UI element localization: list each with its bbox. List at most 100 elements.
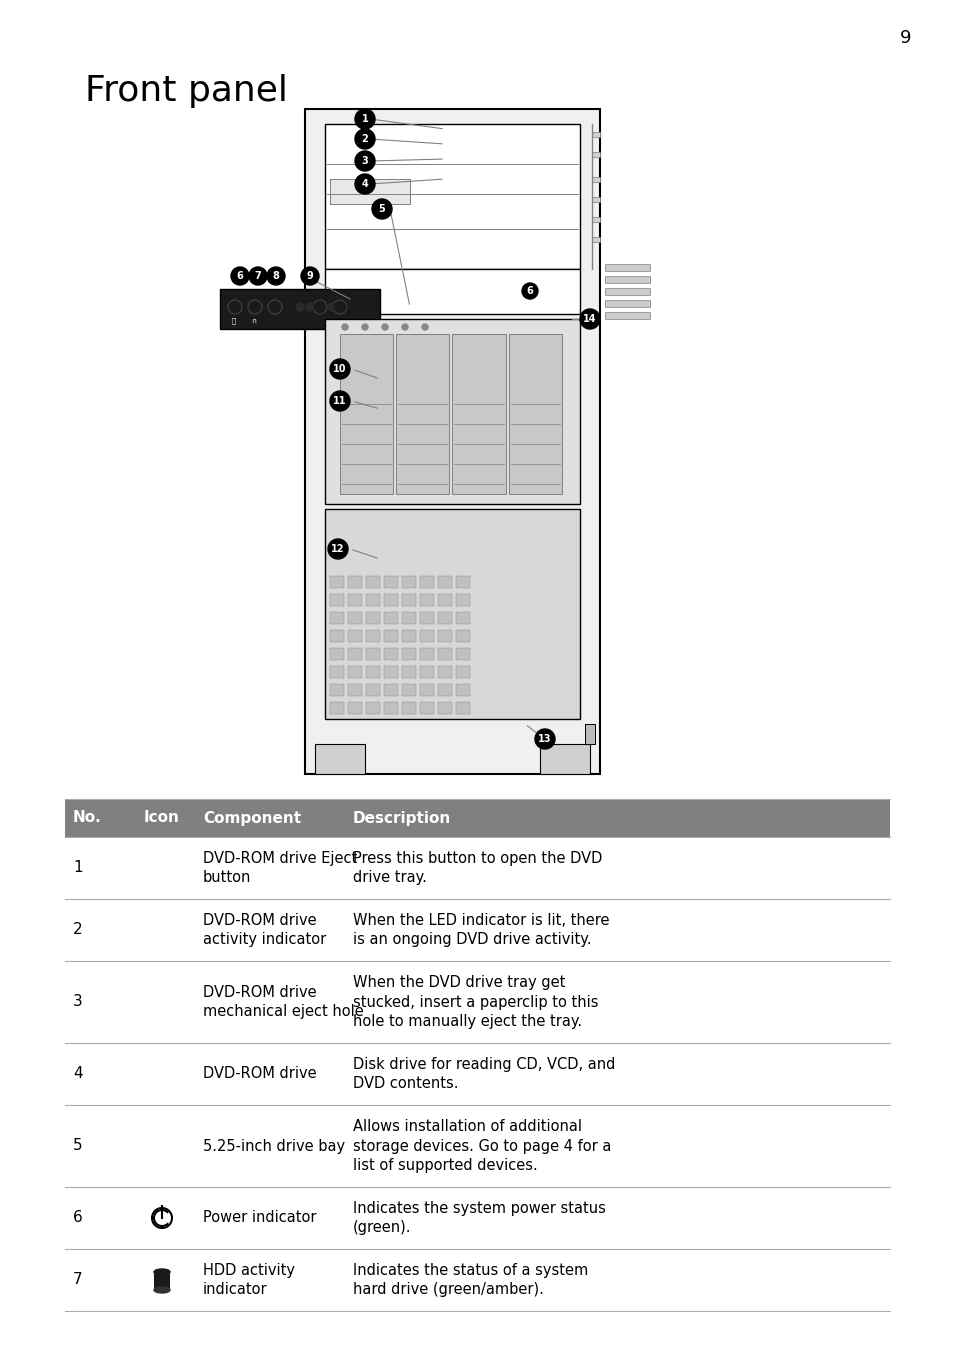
Text: Icon: Icon [144,810,180,826]
FancyBboxPatch shape [604,312,649,319]
FancyBboxPatch shape [401,594,416,606]
FancyBboxPatch shape [456,648,470,660]
Text: DVD-ROM drive: DVD-ROM drive [203,1066,316,1082]
Text: 5: 5 [378,204,385,214]
Circle shape [330,359,350,379]
FancyBboxPatch shape [348,648,361,660]
Text: DVD-ROM drive
activity indicator: DVD-ROM drive activity indicator [203,913,326,947]
Circle shape [249,267,267,285]
FancyBboxPatch shape [153,1272,170,1290]
Circle shape [421,324,428,330]
Circle shape [231,267,249,285]
Circle shape [230,301,240,312]
Text: 12: 12 [331,543,344,554]
Text: Press this button to open the DVD
drive tray.: Press this button to open the DVD drive … [353,850,601,886]
FancyBboxPatch shape [330,684,344,695]
FancyBboxPatch shape [401,665,416,678]
FancyBboxPatch shape [305,110,599,773]
Text: Component: Component [203,810,301,826]
Circle shape [268,300,282,314]
FancyBboxPatch shape [437,612,452,624]
FancyBboxPatch shape [330,179,410,204]
Circle shape [306,303,314,311]
FancyBboxPatch shape [604,264,649,271]
FancyBboxPatch shape [314,743,365,773]
FancyBboxPatch shape [419,612,434,624]
FancyBboxPatch shape [419,630,434,642]
FancyBboxPatch shape [419,665,434,678]
FancyBboxPatch shape [330,612,344,624]
FancyBboxPatch shape [592,237,599,242]
Text: Indicates the status of a system
hard drive (green/amber).: Indicates the status of a system hard dr… [353,1262,588,1298]
Text: Allows installation of additional
storage devices. Go to page 4 for a
list of su: Allows installation of additional storag… [353,1118,611,1173]
Text: 7: 7 [73,1273,83,1287]
Circle shape [328,539,348,559]
FancyBboxPatch shape [401,684,416,695]
FancyBboxPatch shape [330,648,344,660]
FancyBboxPatch shape [384,648,397,660]
FancyBboxPatch shape [366,684,379,695]
FancyBboxPatch shape [366,630,379,642]
FancyBboxPatch shape [592,177,599,182]
FancyBboxPatch shape [456,594,470,606]
Circle shape [341,324,348,330]
Circle shape [330,392,350,411]
Text: 2: 2 [73,923,83,938]
FancyBboxPatch shape [325,319,579,504]
Text: Power indicator: Power indicator [203,1210,316,1225]
FancyBboxPatch shape [348,576,361,589]
FancyBboxPatch shape [384,594,397,606]
Text: DVD-ROM drive Eject
button: DVD-ROM drive Eject button [203,850,356,886]
FancyBboxPatch shape [456,576,470,589]
Circle shape [355,110,375,129]
FancyBboxPatch shape [508,334,561,494]
FancyBboxPatch shape [456,612,470,624]
FancyBboxPatch shape [339,334,393,494]
FancyBboxPatch shape [401,648,416,660]
Text: Indicates the system power status
(green).: Indicates the system power status (green… [353,1201,605,1235]
FancyBboxPatch shape [384,702,397,715]
Text: 5.25-inch drive bay: 5.25-inch drive bay [203,1139,345,1154]
Text: 7: 7 [254,271,261,281]
FancyBboxPatch shape [456,630,470,642]
Text: When the DVD drive tray get
stucked, insert a paperclip to this
hole to manually: When the DVD drive tray get stucked, ins… [353,975,598,1029]
FancyBboxPatch shape [348,594,361,606]
Text: 6: 6 [236,271,243,281]
Circle shape [269,301,280,312]
Text: 2: 2 [361,134,368,144]
Circle shape [372,199,392,219]
Text: When the LED indicator is lit, there
is an ongoing DVD drive activity.: When the LED indicator is lit, there is … [353,913,609,947]
Text: 4: 4 [361,179,368,189]
Circle shape [355,129,375,149]
Circle shape [313,300,327,314]
FancyBboxPatch shape [419,702,434,715]
FancyBboxPatch shape [366,702,379,715]
FancyBboxPatch shape [366,612,379,624]
FancyBboxPatch shape [366,648,379,660]
FancyBboxPatch shape [325,125,579,268]
FancyBboxPatch shape [437,684,452,695]
FancyBboxPatch shape [419,684,434,695]
Circle shape [335,301,345,312]
FancyBboxPatch shape [330,594,344,606]
FancyBboxPatch shape [437,648,452,660]
Circle shape [337,303,346,311]
FancyBboxPatch shape [456,665,470,678]
FancyBboxPatch shape [419,576,434,589]
FancyBboxPatch shape [395,334,449,494]
Circle shape [248,300,262,314]
Text: 6: 6 [73,1210,83,1225]
FancyBboxPatch shape [384,630,397,642]
Text: 9: 9 [306,271,313,281]
FancyBboxPatch shape [384,665,397,678]
FancyBboxPatch shape [419,648,434,660]
Text: DVD-ROM drive
mechanical eject hole: DVD-ROM drive mechanical eject hole [203,984,363,1020]
FancyBboxPatch shape [330,576,344,589]
FancyBboxPatch shape [348,702,361,715]
FancyBboxPatch shape [604,287,649,294]
Circle shape [401,324,408,330]
FancyBboxPatch shape [330,630,344,642]
FancyBboxPatch shape [456,702,470,715]
FancyBboxPatch shape [348,630,361,642]
FancyBboxPatch shape [330,702,344,715]
